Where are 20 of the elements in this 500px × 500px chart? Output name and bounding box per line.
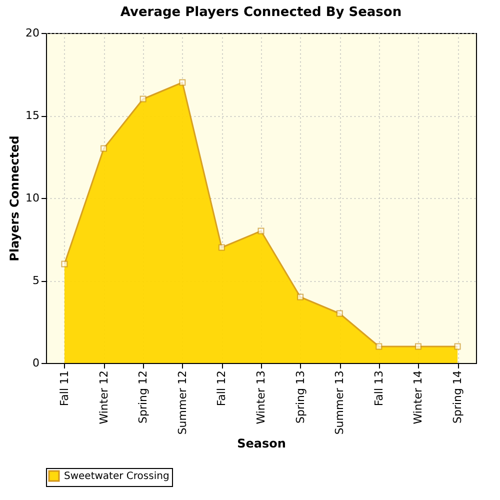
x-tick-label: Winter 12 — [97, 370, 110, 424]
x-tick-label: Winter 14 — [412, 370, 425, 424]
chart-title: Average Players Connected By Season — [120, 5, 402, 20]
x-tick-label: Spring 12 — [136, 370, 150, 424]
y-tick-label: 15 — [26, 109, 40, 122]
y-tick-label: 10 — [26, 192, 40, 204]
x-axis-title: Season — [237, 436, 286, 451]
y-tick-label: 5 — [32, 274, 40, 287]
legend-label: Sweetwater Crossing — [64, 471, 170, 482]
x-tick-label: Summer 12 — [176, 370, 189, 435]
y-tick-label: 0 — [32, 356, 40, 370]
x-tick-label: Spring 13 — [294, 370, 307, 424]
y-axis-title: Players Connected — [8, 136, 22, 262]
x-tick-label: Fall 13 — [372, 370, 386, 406]
x-tick-label: Fall 11 — [58, 370, 71, 406]
x-tick-label: Spring 14 — [451, 370, 464, 424]
x-tick-label: Winter 13 — [254, 370, 268, 424]
y-tick-label: 20 — [26, 26, 40, 40]
x-tick-label: Fall 12 — [215, 370, 228, 406]
x-tick-label: Summer 13 — [333, 370, 346, 435]
